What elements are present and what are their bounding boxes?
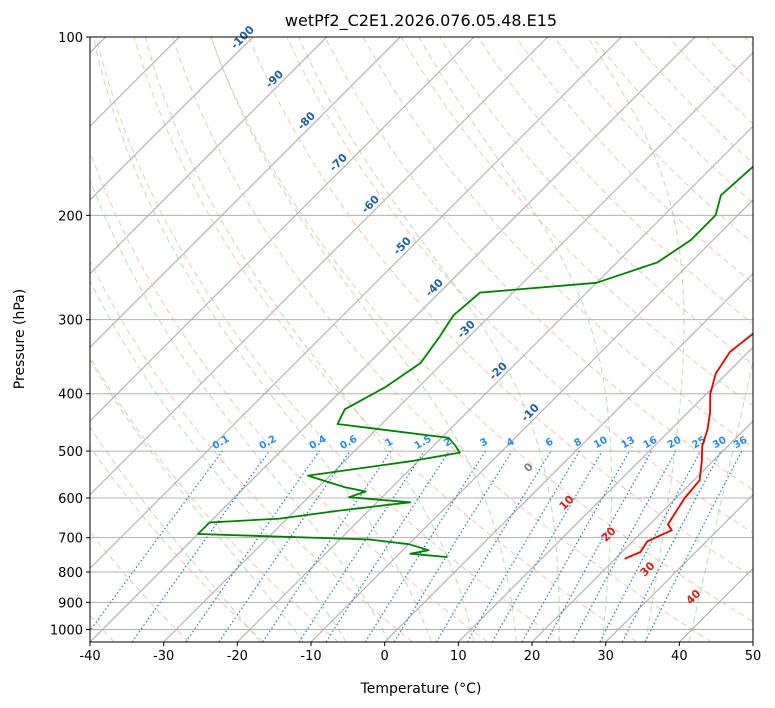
x-tick-label: -40 [79, 649, 100, 664]
dry-adiabat-line [324, 37, 753, 491]
dry-adiabat-line [90, 259, 414, 642]
mixing-ratio-label: 3 [478, 436, 490, 449]
moist-adiabat-line [587, 37, 685, 642]
plot-background [90, 37, 753, 642]
y-tick-label: 600 [58, 492, 83, 507]
isotherm-line [90, 37, 622, 570]
plot-frame [89, 36, 754, 643]
moist-adiabat-line [688, 358, 753, 642]
mixing-ratio-line [90, 450, 223, 632]
moist-adiabat-line [92, 37, 432, 642]
mixing-ratio-line [325, 450, 450, 642]
mixing-ratio-line [131, 450, 270, 642]
dry-adiabat-line [515, 37, 753, 284]
mixing-ratio-label: 8 [572, 436, 584, 449]
mixing-ratio-line [262, 450, 392, 642]
mixing-ratio-line [521, 450, 631, 642]
moist-adiabats [90, 37, 753, 642]
dry-adiabat-line [286, 37, 753, 534]
isotherm-line [457, 346, 753, 642]
dry-adiabat-line [90, 445, 264, 642]
x-axis-ticks: -40 -30 -20 -10 0 10 20 30 40 50 [79, 642, 761, 664]
moist-adiabat-line [90, 178, 390, 642]
dry-adiabat-line [210, 37, 753, 623]
x-axis-label: Temperature (°C) [360, 681, 482, 697]
chart-title: wetPf2_C2E1.2026.076.05.48.E15 [285, 11, 557, 31]
x-tick-label: 10 [450, 649, 467, 664]
moist-adiabat-line [144, 37, 475, 642]
y-tick-label: 500 [58, 445, 83, 460]
mixing-ratio-line [545, 450, 653, 642]
x-tick-label: 50 [745, 649, 762, 664]
mixing-ratio-line [218, 450, 351, 642]
mixing-ratio-line [572, 450, 677, 642]
isotherm-line [236, 125, 753, 642]
moist-adiabat-line [298, 37, 560, 642]
isotherm-line [90, 37, 254, 201]
isotherm-line [384, 272, 753, 642]
isotherm-line [90, 37, 401, 349]
mixing-ratio-label: 6 [544, 436, 556, 449]
isotherm-line [163, 51, 753, 642]
temperature-profile-line [624, 332, 753, 560]
x-tick-label: 40 [671, 649, 688, 664]
x-tick-label: 30 [597, 649, 614, 664]
dry-adiabat-line [171, 37, 712, 642]
dry-adiabats [90, 37, 753, 642]
mixing-ratio-label: 1 [384, 436, 396, 449]
y-tick-label: 400 [58, 388, 83, 403]
x-tick-label: 0 [381, 649, 389, 664]
moist-adiabat-line [418, 37, 613, 642]
y-axis-ticks: 100 200 300 400 500 600 700 800 900 1000 [50, 31, 90, 638]
mixing-ratio-line [298, 450, 425, 642]
moist-adiabat-line [90, 426, 261, 642]
x-tick-label: -20 [227, 649, 248, 664]
isotherm-line [90, 37, 549, 496]
isotherm-line [531, 420, 753, 642]
y-tick-label: 1000 [50, 623, 83, 638]
mixing-ratio-line [644, 450, 743, 642]
y-axis-label: Pressure (hPa) [12, 289, 28, 389]
y-tick-label: 300 [58, 314, 83, 329]
x-tick-label: 20 [524, 649, 541, 664]
moist-adiabat-line [210, 37, 517, 642]
x-tick-label: -30 [153, 649, 174, 664]
dry-adiabat-line [133, 37, 638, 642]
mixing-ratio-label: 2 [442, 436, 454, 449]
mixing-ratio-lines [90, 450, 743, 642]
y-tick-label: 100 [58, 31, 83, 46]
y-tick-label: 900 [58, 596, 83, 611]
dry-adiabat-line [95, 37, 563, 642]
mixing-ratio-line [393, 450, 513, 642]
dry-adiabat-line [90, 356, 339, 642]
x-tick-label: -10 [300, 649, 321, 664]
dewpoint-profile-line [197, 165, 753, 558]
mixing-ratio-line [185, 450, 320, 642]
moist-adiabat-line [90, 358, 304, 642]
y-tick-label: 800 [58, 566, 83, 581]
isotherm-line [90, 37, 328, 275]
dry-adiabat-line [248, 37, 753, 578]
sounding-profiles [197, 165, 753, 560]
y-tick-label: 700 [58, 532, 83, 547]
y-tick-label: 200 [58, 209, 83, 224]
isotherm-line [90, 37, 696, 642]
mixing-ratio-label: 4 [505, 436, 517, 449]
isotherm-line [605, 493, 753, 642]
